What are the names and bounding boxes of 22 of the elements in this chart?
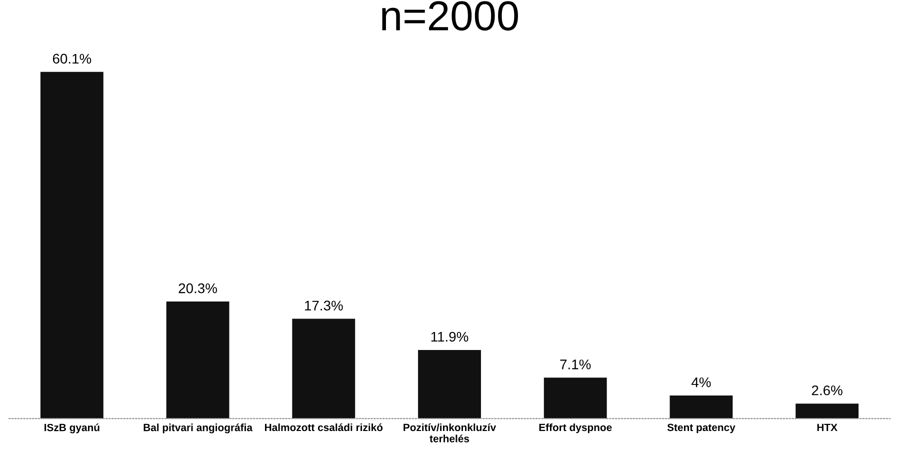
bar (544, 378, 607, 419)
data-label: 11.9% (431, 332, 468, 342)
data-label: 17.3% (305, 300, 343, 311)
bar (166, 302, 230, 419)
chart-title: n=2000 (382, 1, 518, 31)
data-label: 7.1% (560, 360, 591, 370)
bar (40, 72, 104, 419)
bar (670, 396, 733, 419)
bar (796, 404, 859, 419)
bar (418, 350, 481, 419)
x-tick-label: Halmozott családi rizikó (265, 423, 383, 432)
x-tick-label: HTX (817, 424, 838, 432)
bar (292, 318, 356, 419)
x-tick-label: Pozitív/inkonkluzív terhelés (404, 423, 496, 442)
x-tick-label: Effort dyspnoe (539, 423, 612, 434)
data-label: 4% (692, 377, 711, 388)
data-label: 20.3% (178, 283, 217, 294)
x-tick-label: ISzB gyanú (44, 423, 100, 434)
x-tick-label: Stent patency (667, 424, 736, 434)
data-label: 60.1% (52, 54, 92, 64)
data-label: 2.6% (812, 385, 842, 396)
x-tick-label: Bal pitvari angiográfia (144, 423, 253, 434)
